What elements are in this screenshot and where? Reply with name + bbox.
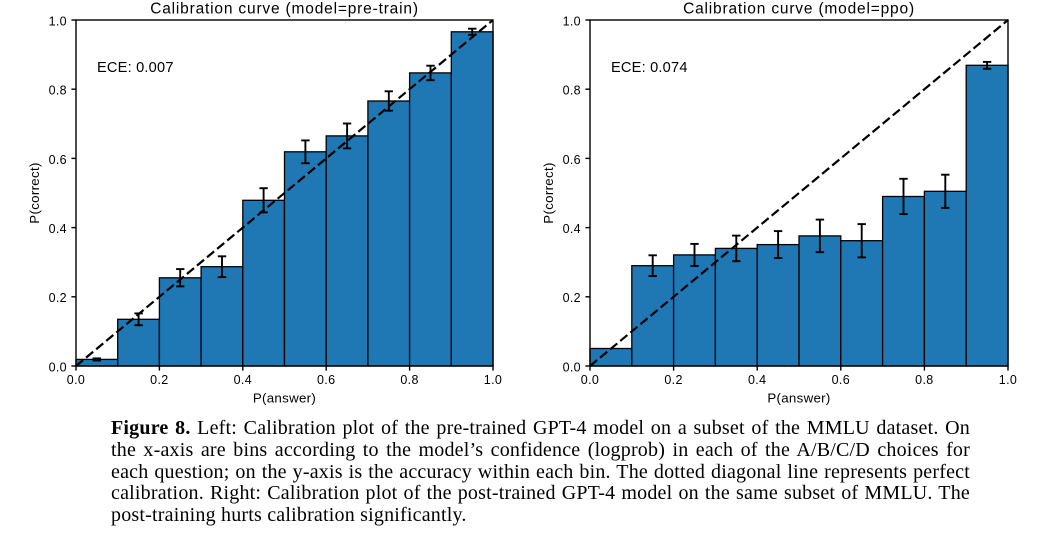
svg-text:0.6: 0.6: [49, 153, 67, 167]
svg-text:1.0: 1.0: [999, 373, 1017, 387]
svg-text:0.6: 0.6: [317, 373, 335, 387]
svg-text:0.8: 0.8: [915, 373, 933, 387]
svg-text:P(answer): P(answer): [253, 390, 316, 405]
svg-text:P(correct): P(correct): [541, 162, 556, 223]
svg-text:1.0: 1.0: [49, 14, 67, 28]
svg-text:1.0: 1.0: [484, 373, 502, 387]
svg-text:0.2: 0.2: [150, 373, 168, 387]
svg-text:0.4: 0.4: [49, 222, 67, 236]
svg-text:0.6: 0.6: [832, 373, 850, 387]
svg-text:0.8: 0.8: [563, 84, 581, 98]
svg-text:0.4: 0.4: [234, 373, 252, 387]
svg-text:0.0: 0.0: [49, 360, 67, 374]
svg-text:Calibration curve (model=pre-t: Calibration curve (model=pre-train): [150, 1, 419, 18]
svg-text:0.6: 0.6: [563, 153, 581, 167]
svg-text:ECE: 0.074: ECE: 0.074: [611, 60, 688, 76]
svg-text:1.0: 1.0: [563, 14, 581, 28]
svg-text:0.8: 0.8: [49, 84, 67, 98]
svg-text:0.2: 0.2: [563, 291, 581, 305]
svg-text:0.8: 0.8: [400, 373, 418, 387]
svg-text:0.0: 0.0: [563, 360, 581, 374]
svg-text:0.2: 0.2: [664, 373, 682, 387]
svg-text:0.0: 0.0: [67, 373, 85, 387]
svg-text:ECE: 0.007: ECE: 0.007: [97, 60, 174, 76]
svg-text:P(correct): P(correct): [27, 162, 42, 223]
svg-text:Calibration curve (model=ppo): Calibration curve (model=ppo): [683, 1, 915, 18]
svg-text:0.2: 0.2: [49, 291, 67, 305]
svg-text:0.4: 0.4: [563, 222, 581, 236]
svg-text:0.0: 0.0: [581, 373, 599, 387]
svg-text:0.4: 0.4: [748, 373, 766, 387]
svg-text:P(answer): P(answer): [767, 390, 830, 405]
